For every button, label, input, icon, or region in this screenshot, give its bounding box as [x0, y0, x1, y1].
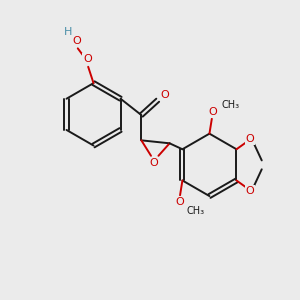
Text: O: O: [245, 134, 254, 144]
Text: O: O: [161, 90, 170, 100]
Text: O: O: [150, 158, 158, 168]
Text: O: O: [208, 107, 217, 117]
Text: CH₃: CH₃: [187, 206, 205, 216]
Text: O: O: [245, 186, 254, 196]
Text: methyl: methyl: [226, 103, 231, 104]
Text: O: O: [72, 36, 81, 46]
Text: H: H: [64, 27, 73, 37]
Text: CH₃: CH₃: [222, 100, 240, 110]
Text: O: O: [175, 197, 184, 207]
Text: O: O: [83, 54, 92, 64]
